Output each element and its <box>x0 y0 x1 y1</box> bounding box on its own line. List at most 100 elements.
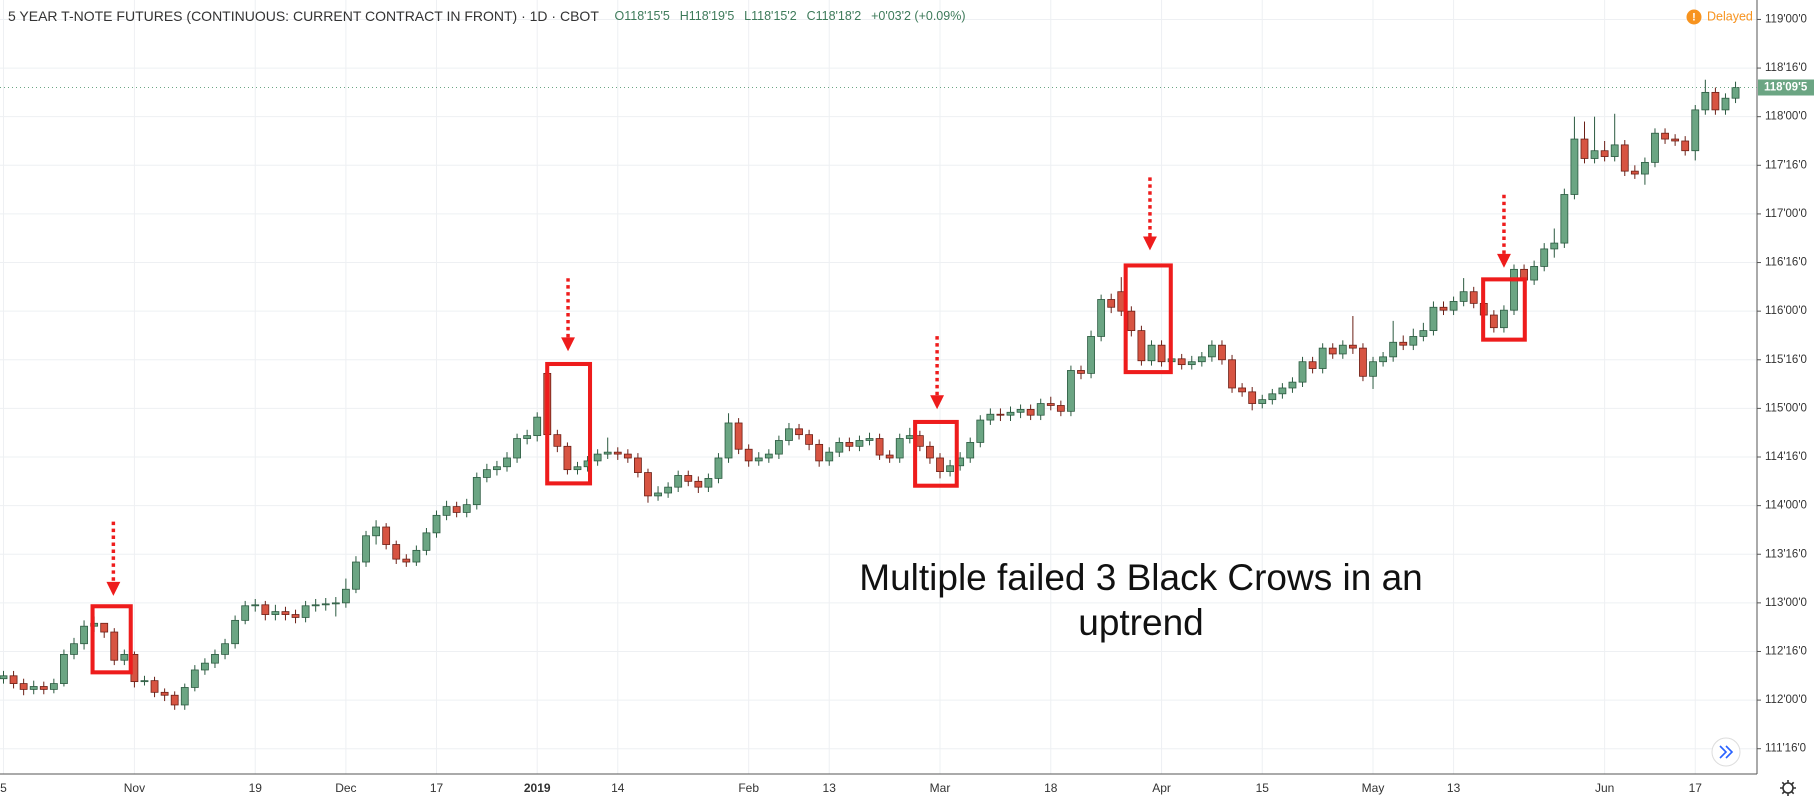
candle-body <box>100 622 109 633</box>
candle-body <box>110 631 119 661</box>
candle-body <box>1016 408 1025 413</box>
candle-body <box>39 686 48 690</box>
quote-high: H118'19'5 <box>680 9 735 23</box>
axes: 111'16'0 112'00'0 112'16'0 113'00'0 113'16'0… <box>0 13 1814 795</box>
candle-body <box>1449 301 1458 311</box>
candle-body <box>29 686 38 690</box>
y-tick-label: 118'00'0 <box>1765 111 1807 123</box>
settings-button[interactable] <box>1780 780 1796 796</box>
x-tick-label: Feb <box>738 781 759 795</box>
x-tick-label: 17 <box>430 781 444 795</box>
candle-body <box>996 413 1005 416</box>
candle-body <box>976 419 985 443</box>
candle-body <box>1439 306 1448 311</box>
arrow-head <box>930 395 945 410</box>
candle-body <box>1107 299 1116 308</box>
y-tick-label: 115'00'0 <box>1765 402 1807 414</box>
candle-body <box>1087 336 1095 374</box>
candle-body <box>190 669 199 688</box>
candle-body <box>1248 391 1257 404</box>
candle-body <box>1077 370 1085 374</box>
candle-body <box>291 614 300 618</box>
y-tick-label: 116'00'0 <box>1765 305 1807 317</box>
x-tick-label: 15 <box>1256 781 1270 795</box>
candle-body <box>271 611 280 615</box>
candle-body <box>1590 150 1599 159</box>
candle-body <box>1469 291 1478 304</box>
candle-body <box>362 535 370 563</box>
candle-body <box>654 492 662 497</box>
candle-body <box>634 457 642 473</box>
arrows <box>111 177 1506 584</box>
delayed-icon <box>1686 9 1702 25</box>
candle-body <box>241 605 250 621</box>
candle-body <box>724 422 733 459</box>
candle-body <box>915 435 924 447</box>
candle-body <box>1570 138 1579 195</box>
candle-body <box>462 504 471 513</box>
candle-body <box>19 683 28 690</box>
candle-body <box>482 469 491 478</box>
x-tick-label: 14 <box>611 781 625 795</box>
arrow-head <box>1497 253 1511 268</box>
candle-body <box>795 428 803 436</box>
candle-body <box>1197 356 1206 363</box>
arrow-head <box>1143 236 1157 251</box>
candle-body <box>1580 138 1589 159</box>
y-tick-label: 115'16'0 <box>1765 354 1807 366</box>
candle-body <box>311 604 320 607</box>
candle-body <box>1359 347 1367 377</box>
candle-body <box>412 549 421 563</box>
delayed-status[interactable]: Delayed <box>1707 9 1753 23</box>
candle-body <box>1630 170 1639 175</box>
candle-body <box>684 475 693 482</box>
candle-body <box>1137 330 1146 362</box>
candle-body <box>0 675 8 680</box>
candle-body <box>1067 370 1075 412</box>
candle-body <box>1258 399 1267 404</box>
candle-body <box>392 544 401 560</box>
candle-body <box>1097 299 1106 337</box>
candle-body <box>946 465 954 472</box>
candle-body <box>1127 310 1136 332</box>
candle-body <box>1318 347 1327 369</box>
candle-body <box>1540 248 1549 267</box>
candle-body <box>301 605 310 618</box>
candle-body <box>1600 150 1609 157</box>
candle-body <box>211 653 219 664</box>
candle-body <box>1610 144 1619 157</box>
candle-body <box>644 472 652 497</box>
candle-body <box>442 506 451 516</box>
candle-body <box>1399 341 1408 346</box>
x-tick-label: Apr <box>1152 781 1171 795</box>
candle-body <box>231 619 240 645</box>
candle-body <box>321 603 330 606</box>
x-tick-label: Mar <box>930 781 951 795</box>
candle-body <box>1187 361 1196 366</box>
candle-body <box>1721 97 1730 111</box>
candle-body <box>895 438 904 459</box>
candle-body <box>472 477 481 506</box>
candle-body <box>1308 361 1317 369</box>
candle-body <box>49 683 58 690</box>
candle-body <box>1681 140 1690 152</box>
x-tick-label: 18 <box>1044 781 1058 795</box>
candle-body <box>1238 387 1247 393</box>
x-tick-label: 5 <box>0 781 7 795</box>
candle-body <box>815 443 824 462</box>
candle-body <box>1489 314 1498 329</box>
y-tick-label: 114'16'0 <box>1765 451 1807 463</box>
candle-body <box>563 445 572 471</box>
candle-body <box>382 526 391 545</box>
candle-body <box>1550 242 1559 250</box>
quote-open: O118'15'5 <box>615 9 670 23</box>
candle-body <box>1389 341 1398 358</box>
y-tick-label: 116'16'0 <box>1765 257 1807 269</box>
arrow-head <box>561 337 575 352</box>
candle-body <box>714 457 723 479</box>
candle-body <box>805 434 813 445</box>
candle-body <box>1328 347 1337 355</box>
candle-body <box>674 475 683 488</box>
